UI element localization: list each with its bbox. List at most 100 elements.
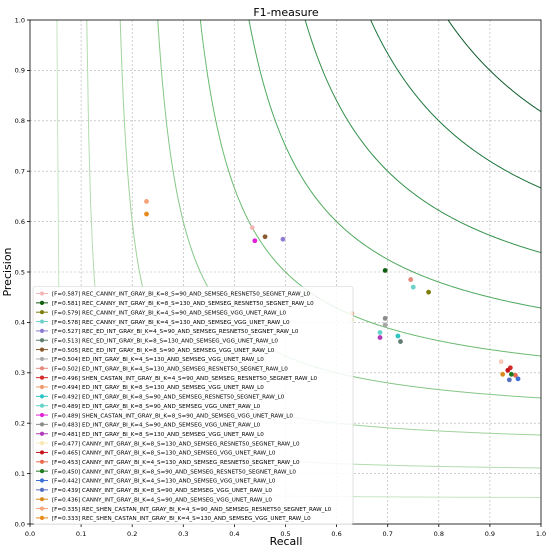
y-tick-label: 0.9 [15,67,25,75]
data-point [144,199,149,204]
data-point [506,377,512,383]
legend-swatch-marker [39,300,45,305]
iso-f1-curve [370,20,541,189]
legend-entry-label: [F=0.494] ED_INT_GRAY_BI_K=8_S=130_AND_S… [52,385,264,391]
legend-swatch-marker [39,403,45,408]
data-point [515,376,521,382]
x-tick-label: 0.7 [383,530,393,538]
data-point [382,322,388,328]
x-axis-label: Recall [270,535,303,548]
legend-swatch-marker [39,431,45,436]
data-point [377,335,383,340]
legend-entry-label: [F=0.333] REC_SHEN_CASTAN_INT_GRAY_BI_K=… [52,516,311,522]
x-tick-label: 0.0 [25,530,35,538]
legend-entry-label: [F=0.581] REC_CANNY_INT_GRAY_BI_K=8_S=13… [52,301,314,307]
legend-entry-label: [F=0.489] SHEN_CASTAN_INT_GRAY_BI_K=8_S=… [52,413,293,419]
legend-swatch-marker [39,422,45,427]
chart-title: F1-measure [253,6,319,19]
legend-swatch-marker [39,487,45,492]
legend-entry-label: [F=0.450] CANNY_INT_GRAY_BI_K=8_S=90_AND… [52,469,296,475]
data-point [513,372,518,378]
data-point [408,277,414,282]
y-tick-label: 0.6 [15,218,25,226]
legend-entry-label: [F=0.527] REC_ED_INT_GRAY_BI_K=4_S=90_AN… [52,329,299,335]
x-tick-label: 0.6 [331,530,341,538]
data-point [144,211,149,217]
legend-swatch-marker [39,506,45,511]
legend-swatch-marker [39,478,45,483]
legend-swatch-marker [39,328,45,333]
data-point [280,236,286,242]
x-tick-label: 0.1 [76,530,86,538]
y-tick-label: 0.3 [15,369,25,377]
data-point [377,330,383,335]
legend-entry-label: [F=0.436] CANNY_INT_GRAY_BI_K=4_S=90_AND… [52,497,272,503]
y-tick-label: 0.7 [15,168,25,176]
y-tick-label: 0.0 [15,520,25,528]
legend-swatch-marker [39,356,45,362]
legend-swatch-marker [39,366,45,371]
x-tick-label: 0.2 [127,530,137,538]
y-tick-label: 0.1 [15,470,25,478]
iso-f1-curve [199,20,541,357]
iso-f1-curve [304,20,541,254]
data-point [382,315,388,321]
data-point [252,238,258,244]
legend-swatch-marker [39,469,45,474]
data-point [398,339,403,344]
legend-swatch-marker [39,497,45,502]
legend-swatch-marker [39,347,45,352]
x-tick-label: 0.8 [434,530,444,538]
legend-entry-label: [F=0.489] ED_INT_GRAY_BI_K=8_S=90_AND_SE… [52,404,261,410]
legend-entry-label: [F=0.504] ED_INT_GRAY_BI_K=4_S=130_AND_S… [52,357,264,363]
y-axis-label: Precision [1,247,14,296]
x-tick-label: 1.0 [536,530,546,538]
data-point [498,359,504,365]
legend-entry-label: [F=0.465] CANNY_INT_GRAY_BI_K=8_S=130_AN… [52,451,276,457]
legend-entry-label: [F=0.513] REC_ED_INT_GRAY_BI_K=8_S=130_A… [52,338,278,344]
y-tick-label: 0.8 [15,117,25,125]
data-point [249,225,255,231]
legend-entry-label: [F=0.496] SHEN_CASTAN_INT_GRAY_BI_K=4_S=… [52,376,317,382]
legend-swatch-marker [39,338,45,343]
legend-entry-label: [F=0.481] ED_INT_GRAY_BI_K=8_S=130_AND_S… [52,432,264,438]
legend: [F=0.587] REC_CANNY_INT_GRAY_BI_K=8_S=90… [32,286,354,525]
x-tick-label: 0.9 [485,530,495,538]
data-point [505,367,511,373]
legend-swatch-marker [39,310,45,315]
data-point [262,234,268,240]
legend-swatch-marker [39,459,45,464]
legend-entry-label: [F=0.579] REC_CANNY_INT_GRAY_BI_K=4_S=90… [52,310,286,316]
legend-entry-label: [F=0.439] CANNY_INT_GRAY_BI_K=8_S=90_AND… [52,488,272,494]
legend-swatch-marker [39,412,45,418]
legend-entry-label: [F=0.492] ED_INT_GRAY_BI_K=8_S=90_AND_SE… [52,395,285,401]
legend-swatch-marker [39,450,45,455]
legend-entry-label: [F=0.442] CANNY_INT_GRAY_BI_K=4_S=130_AN… [52,479,276,485]
iso-f1-curve [248,20,541,309]
x-tick-label: 0.3 [178,530,188,538]
legend-swatch-marker [39,291,45,296]
y-tick-label: 0.5 [15,268,25,276]
legend-entry-label: [F=0.505] REC_ED_INT_GRAY_BI_K=8_S=90_AN… [52,348,275,354]
iso-f1-curve [447,20,541,113]
legend-box [32,286,354,525]
data-point [382,268,388,273]
legend-swatch-marker [39,319,45,324]
legend-entry-label: [F=0.587] REC_CANNY_INT_GRAY_BI_K=8_S=90… [52,292,311,298]
data-point [426,289,431,295]
legend-swatch-marker [39,515,45,521]
x-tick-label: 0.4 [229,530,239,538]
legend-entry-label: [F=0.578] REC_CANNY_INT_GRAY_BI_K=4_S=13… [52,320,290,326]
legend-entry-label: [F=0.483] ED_INT_GRAY_BI_K=4_S=90_AND_SE… [52,423,261,429]
legend-entry-label: [F=0.453] CANNY_INT_GRAY_BI_K=4_S=130_AN… [52,460,300,466]
legend-swatch-marker [39,394,45,399]
data-point [395,333,401,339]
data-point [500,371,506,377]
legend-swatch-marker [39,375,45,380]
legend-entry-label: [F=0.502] ED_INT_GRAY_BI_K=4_S=130_AND_S… [52,367,288,373]
legend-swatch-marker [39,441,45,446]
y-tick-label: 0.4 [15,319,25,327]
data-point [410,284,416,290]
